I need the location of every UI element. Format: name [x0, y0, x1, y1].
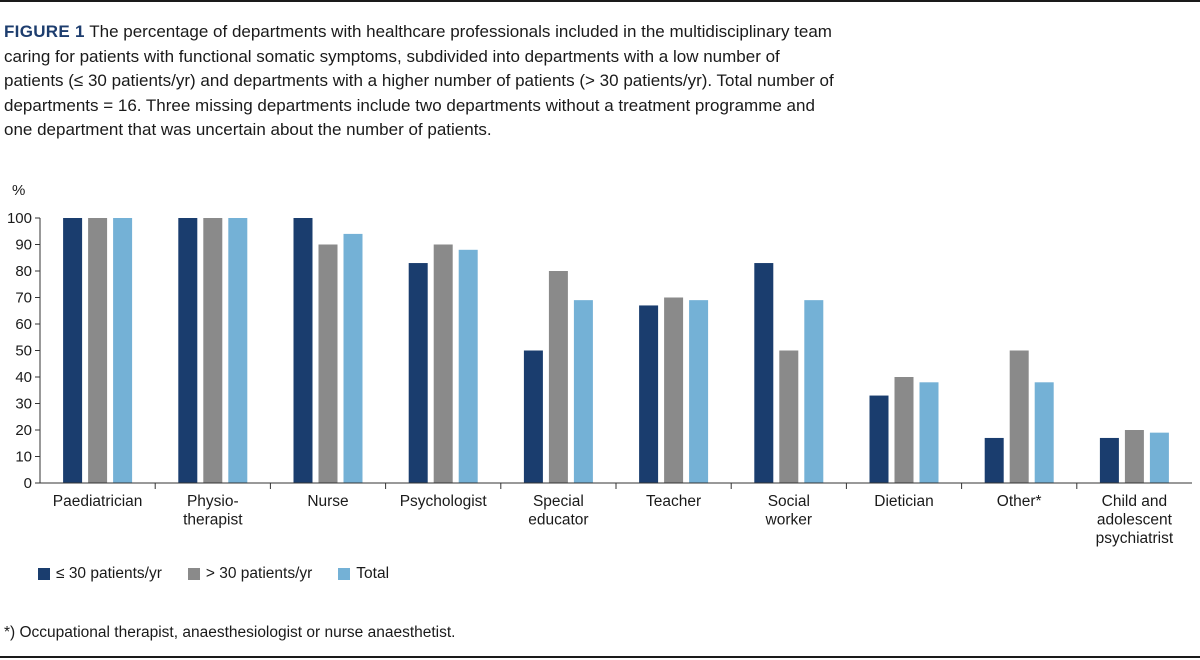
bar-total: [458, 249, 478, 483]
bar-total: [804, 300, 824, 483]
bar-low: [754, 263, 774, 483]
legend-swatch-total: [338, 568, 351, 580]
bar-low: [869, 395, 889, 483]
legend: ≤ 30 patients/yr > 30 patients/yr Total: [38, 565, 389, 583]
bar-high: [894, 377, 914, 483]
legend-label-high: > 30 patients/yr: [205, 565, 313, 582]
x-tick-label: Physio-therapist: [183, 493, 243, 529]
x-tick-label: Nurse: [307, 493, 348, 510]
legend-item-total: Total: [338, 565, 389, 583]
legend-item-low: ≤ 30 patients/yr: [38, 565, 162, 583]
bar-low: [639, 305, 659, 483]
y-axis: 0 10 20 30 40 50 60 70 80 90 100: [7, 210, 41, 492]
bar-high: [548, 271, 568, 483]
bottom-rule: [0, 656, 1200, 658]
y-tick-label: 10: [15, 449, 32, 466]
y-tick-label: 30: [15, 396, 32, 413]
bar-chart: % 0 10 20 30 40 50 60 70 80 90 100 Paediatrician Ph…: [7, 182, 1192, 547]
figure-label: FIGURE 1: [4, 22, 85, 41]
x-tick-label: Teacher: [646, 493, 701, 510]
bar-low: [523, 350, 543, 483]
y-tick-label: 60: [15, 316, 32, 333]
x-tick-label: Special educator: [528, 493, 588, 529]
bar-total: [343, 233, 363, 483]
bar-high: [318, 244, 338, 483]
legend-swatch-low: [38, 568, 50, 580]
y-tick-label: 40: [15, 369, 32, 386]
figure-caption: FIGURE 1 The percentage of departments w…: [4, 20, 834, 143]
legend-item-high: > 30 patients/yr: [187, 565, 313, 583]
figure-caption-text: The percentage of departments with healt…: [4, 22, 834, 140]
bar-low: [293, 218, 313, 483]
bar-total: [1149, 432, 1169, 483]
y-tick-label: 90: [15, 237, 32, 254]
x-axis: Paediatrician Physio-therapist Nurse Psycho…: [40, 482, 1192, 547]
legend-swatch-high: [187, 568, 200, 580]
bar-total: [573, 300, 593, 483]
y-tick-label: 80: [15, 263, 32, 280]
bar-total: [919, 382, 939, 483]
bar-total: [689, 300, 709, 483]
legend-label-low: ≤ 30 patients/yr: [56, 565, 162, 582]
bar-low: [1099, 437, 1119, 483]
bar-total: [228, 218, 248, 483]
x-tick-label: Dietician: [874, 493, 933, 510]
x-tick-label: Other*: [997, 493, 1042, 510]
x-tick-label: Social worker: [765, 493, 813, 529]
bar-low: [408, 263, 428, 483]
bar-high: [88, 218, 108, 483]
bar-high: [779, 350, 799, 483]
y-axis-label: %: [12, 182, 25, 199]
y-tick-label: 0: [24, 475, 32, 492]
y-tick-label: 70: [15, 290, 32, 307]
bar-low: [63, 218, 83, 483]
bar-high: [1009, 350, 1029, 483]
bar-low: [178, 218, 198, 483]
x-tick-label: Child and adolescent psychiatrist: [1096, 493, 1174, 547]
legend-label-total: Total: [356, 565, 390, 582]
bar-total: [113, 218, 133, 483]
bar-high: [203, 218, 223, 483]
footnote: *) Occupational therapist, anaesthesiolo…: [4, 624, 456, 641]
top-rule: [0, 0, 1200, 2]
y-tick-label: 20: [15, 422, 32, 439]
bar-total: [1034, 382, 1054, 483]
bar-high: [664, 297, 684, 483]
bar-high: [433, 244, 453, 483]
bar-low: [984, 437, 1004, 483]
x-tick-label: Paediatrician: [53, 493, 143, 510]
bar-high: [1124, 430, 1144, 483]
bar-series-group: [63, 218, 1169, 483]
y-tick-label: 100: [7, 210, 32, 227]
x-tick-label: Psychologist: [400, 493, 488, 510]
y-tick-label: 50: [15, 343, 32, 360]
